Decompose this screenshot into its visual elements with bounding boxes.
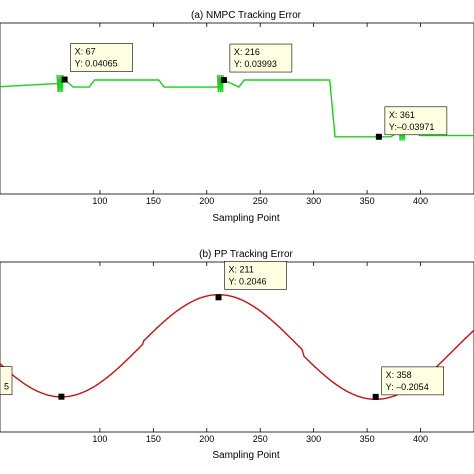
pp-datatip-x-label: X: 211 bbox=[229, 264, 254, 274]
nmpc-x-tick-label: 250 bbox=[253, 196, 268, 206]
nmpc-datatip-x-label: X: 361 bbox=[389, 110, 415, 120]
nmpc-x-axis-label: Sampling Point bbox=[212, 213, 279, 224]
nmpc-datatip-box bbox=[229, 43, 293, 73]
nmpc-x-tick-label: 150 bbox=[146, 196, 161, 206]
nmpc-x-tick-label: 100 bbox=[92, 196, 107, 206]
nmpc-error-series-line bbox=[0, 74, 474, 141]
nmpc-datatip-y-label: Y:–0.03971 bbox=[389, 122, 435, 132]
pp-x-tick-label: 350 bbox=[360, 434, 375, 444]
pp-datatip-box bbox=[224, 261, 287, 290]
pp-datatip-marker[interactable] bbox=[215, 294, 222, 301]
pp-datatip-marker[interactable] bbox=[372, 393, 379, 400]
nmpc-datatip-marker[interactable] bbox=[61, 76, 68, 83]
pp-x-tick-label: 300 bbox=[306, 434, 321, 444]
nmpc-datatip-x-label: X: 67 bbox=[75, 47, 96, 57]
nmpc-x-tick-label: 300 bbox=[306, 196, 321, 206]
pp-x-tick-label: 100 bbox=[92, 434, 107, 444]
pp-datatip-marker[interactable] bbox=[58, 393, 65, 400]
nmpc-panel: (a) NMPC Tracking Error 100 150 200 250 300 3… bbox=[0, 10, 474, 224]
pp-datatip-y-label: Y: 0.2046 bbox=[229, 276, 267, 286]
nmpc-datatip-box bbox=[384, 106, 448, 136]
pp-x-axis-label: Sampling Point bbox=[212, 450, 279, 461]
nmpc-datatips: X: 67 Y: 0.04065 X: 216 Y: 0.03993 X: 361 Y:–… bbox=[61, 43, 448, 140]
pp-x-tick-label: 400 bbox=[413, 434, 428, 444]
pp-datatip-y-label: 5 bbox=[4, 382, 9, 392]
pp-datatip-box bbox=[381, 366, 444, 396]
pp-datatip-box bbox=[0, 366, 13, 395]
nmpc-x-axis: 100 150 200 250 300 350 400 bbox=[92, 23, 428, 206]
pp-panel: (b) PP Tracking Error 100 150 200 250 300 350… bbox=[0, 249, 474, 461]
pp-x-tick-label: 200 bbox=[199, 434, 214, 444]
nmpc-datatip-marker[interactable] bbox=[375, 133, 382, 140]
nmpc-plot-frame bbox=[0, 22, 474, 195]
nmpc-datatip-x-label: X: 216 bbox=[234, 47, 260, 57]
pp-x-tick-label: 150 bbox=[146, 434, 161, 444]
nmpc-x-tick-label: 400 bbox=[413, 196, 428, 206]
pp-x-tick-label: 250 bbox=[253, 434, 268, 444]
pp-datatips: 5 X: 211 Y: 0.2046 X: 358 Y: –0.2054 bbox=[0, 261, 444, 400]
nmpc-x-tick-label: 350 bbox=[360, 196, 375, 206]
nmpc-datatip-box bbox=[70, 43, 133, 72]
pp-datatip-y-label: Y: –0.2054 bbox=[386, 382, 429, 392]
pp-x-axis: 100 150 200 250 300 350 400 bbox=[92, 262, 428, 444]
pp-chart-title: (b) PP Tracking Error bbox=[199, 249, 293, 260]
nmpc-datatip-marker[interactable] bbox=[220, 77, 227, 84]
nmpc-chart-title: (a) NMPC Tracking Error bbox=[191, 10, 302, 21]
nmpc-datatip-y-label: Y: 0.03993 bbox=[234, 59, 277, 69]
nmpc-x-tick-label: 200 bbox=[199, 196, 214, 206]
nmpc-datatip-y-label: Y: 0.04065 bbox=[75, 59, 118, 69]
pp-datatip-x-label: X: 358 bbox=[386, 370, 412, 380]
